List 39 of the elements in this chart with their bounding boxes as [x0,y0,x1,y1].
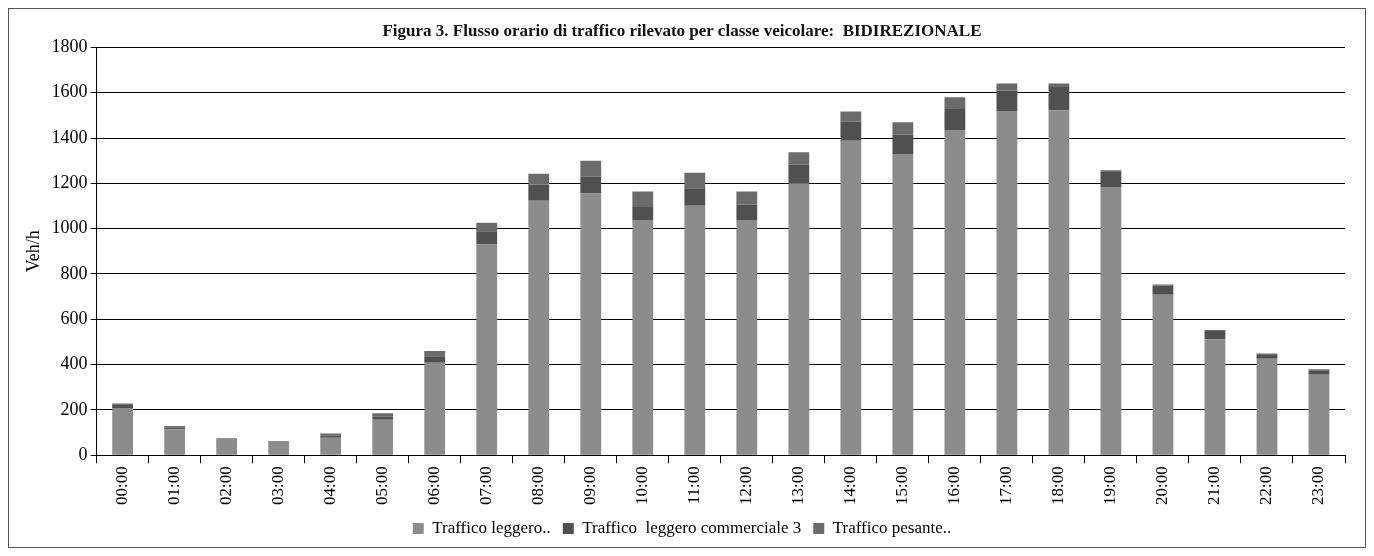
legend-label: Traffico leggero.. [432,517,551,537]
y-tick-label: 200 [60,398,88,419]
x-tick-label: 13:00 [788,466,808,506]
x-tick-label: 04:00 [320,466,340,506]
x-tick-label: 02:00 [216,466,236,506]
y-tick-label: 0 [78,444,88,465]
x-tick-label: 23:00 [1308,466,1328,506]
x-tick-label: 18:00 [1048,466,1068,506]
x-tick-label: 08:00 [528,466,548,506]
x-tick-label: 10:00 [632,466,652,506]
y-tick-label: 1000 [51,217,88,238]
y-tick-label: 1600 [51,81,88,102]
x-tick-label: 22:00 [1256,466,1276,506]
x-tick-label: 05:00 [372,466,392,506]
y-tick-label: 400 [60,353,88,374]
x-tick-label: 21:00 [1204,466,1224,506]
x-tick-label: 14:00 [840,466,860,506]
legend-label: Traffico leggero commerciale 3 [582,517,802,537]
y-tick-label: 800 [60,262,88,283]
x-tick-label: 01:00 [164,466,184,506]
chart-title: Figura 3. Flusso orario di traffico rilevato per classe veicolare: BIDIREZIONALE [382,20,982,40]
y-tick-label: 1800 [51,36,88,57]
x-tick-label: 20:00 [1152,466,1172,506]
x-tick-label: 03:00 [268,466,288,506]
x-tick-label: 15:00 [892,466,912,506]
y-tick-label: 1400 [51,126,88,147]
x-tick-label: 17:00 [996,466,1016,506]
x-tick-label: 12:00 [736,466,756,506]
x-tick-label: 07:00 [476,466,496,506]
x-tick-label: 06:00 [424,466,444,506]
x-tick-label: 16:00 [944,466,964,506]
y-tick-label: 1200 [51,172,88,193]
y-tick-label: 600 [60,308,88,329]
y-axis-title: Veh/h [22,230,43,273]
x-tick-label: 09:00 [580,466,600,506]
x-tick-label: 11:00 [684,466,704,505]
x-tick-label: 19:00 [1100,466,1120,506]
x-tick-label: 00:00 [112,466,132,506]
legend-label: Traffico pesante.. [832,517,952,537]
